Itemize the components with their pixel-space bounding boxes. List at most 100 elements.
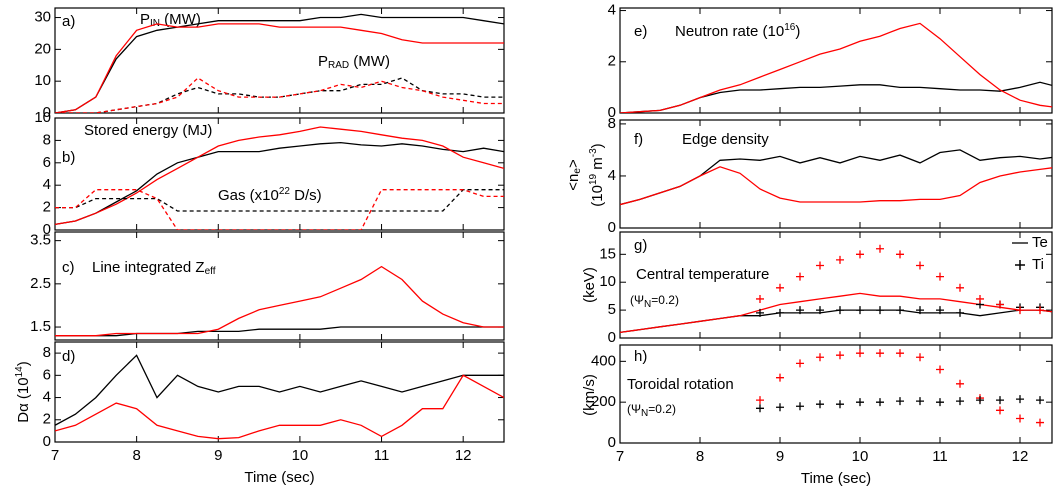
cross-marker (836, 400, 844, 409)
x-axis-title: Time (sec) (244, 469, 314, 486)
text-span: (10 (589, 185, 606, 207)
cross-marker (916, 261, 924, 270)
plot-frame (54, 117, 505, 231)
y-axis-title: (1019 m-3) (588, 143, 606, 206)
text-span: 16 (784, 22, 796, 33)
cross-marker (1036, 396, 1044, 405)
annotation: Stored energy (MJ) (84, 122, 212, 139)
annotation: Edge density (682, 131, 769, 148)
x-tick-label: 8 (132, 447, 140, 464)
y-axis-title: (km/s) (581, 374, 598, 416)
series-line (55, 265, 504, 337)
cross-marker (876, 244, 884, 253)
cross-marker (1036, 306, 1044, 315)
x-tick-label: 11 (932, 448, 948, 465)
y-tick-label: 2.5 (30, 275, 51, 292)
cross-marker (856, 398, 864, 407)
text-span: P (318, 53, 328, 70)
x-tick-label: 10 (292, 447, 309, 464)
legend-marker (1015, 260, 1025, 270)
y-tick-label: 8 (43, 131, 51, 148)
x-tick-label: 7 (51, 447, 59, 464)
legend-label: Ti (1032, 256, 1044, 273)
y-tick-label: 4 (43, 389, 51, 406)
plot-area (756, 349, 1044, 427)
text-span: ) (795, 23, 800, 40)
panel-label: g) (634, 237, 647, 254)
annotation: PRAD (MW) (318, 53, 390, 71)
cross-marker (1016, 306, 1024, 315)
text-span: 19 (588, 173, 599, 185)
x-tick-label: 9 (214, 447, 222, 464)
series-line (620, 81, 1052, 113)
panel: 0 2 4 6 8 7 8 9 10 11 12 Time (sec) d) Dα (1014) (14, 341, 505, 486)
cross-marker (756, 404, 764, 413)
text-span: (Ψ (627, 402, 641, 416)
annotation: Toroidal rotation (627, 376, 734, 393)
panel-label: b) (62, 149, 75, 166)
cross-marker (896, 397, 904, 406)
text-span: <n (565, 174, 582, 191)
text-span: Dα (10 (15, 377, 32, 422)
annotation: (ΨN=0.2) (627, 402, 676, 418)
y-axis-title: Dα (1014) (14, 361, 32, 422)
panel: 0 4 8 f) Edge density <ne> (1019 m-3) (565, 115, 1053, 236)
x-tick-label: 11 (374, 447, 390, 464)
series-line (620, 292, 1052, 334)
y-tick-label: 10 (599, 273, 616, 290)
cross-marker (1016, 395, 1024, 404)
y-tick-label: 0 (43, 221, 51, 238)
series-line (55, 354, 504, 426)
cross-marker (916, 306, 924, 315)
cross-marker (776, 308, 784, 317)
y-tick-label: 20 (34, 40, 51, 57)
cross-marker (756, 396, 764, 405)
panel-label: e) (634, 23, 647, 40)
text-span: N (641, 408, 648, 419)
cross-marker (1036, 418, 1044, 427)
x-tick-label: 8 (696, 448, 704, 465)
y-tick-label: 6 (43, 366, 51, 383)
x-tick-label: 9 (776, 448, 784, 465)
x-tick-label: 12 (455, 447, 472, 464)
plot-area (55, 354, 504, 440)
y-tick-label: 10 (34, 109, 51, 126)
series-line (620, 166, 1052, 206)
text-span: D/s) (290, 187, 322, 204)
text-span: m (589, 157, 606, 174)
cross-marker (956, 397, 964, 406)
cross-marker (976, 396, 984, 405)
text-span: 22 (279, 186, 291, 197)
cross-marker (996, 396, 1004, 405)
y-tick-label: 4 (608, 167, 616, 184)
text-span: (MW) (349, 53, 390, 70)
cross-marker (936, 272, 944, 281)
x-tick-label: 7 (616, 448, 624, 465)
series-line (55, 189, 504, 212)
cross-marker (936, 398, 944, 407)
plot-area (620, 22, 1052, 113)
annotation: Line integrated Zeff (92, 259, 216, 277)
series-line (55, 77, 504, 113)
y-tick-label: 2 (43, 411, 51, 428)
cross-marker (976, 294, 984, 303)
panel-label: h) (634, 348, 647, 365)
y-tick-label: 0 (608, 104, 616, 121)
cross-marker (956, 379, 964, 388)
cross-marker (796, 402, 804, 411)
y-tick-label: 0 (43, 433, 51, 450)
text-span: ) (15, 361, 32, 366)
text-span: RAD (328, 60, 349, 71)
panel-label: f) (634, 131, 643, 148)
y-tick-label: 2 (43, 199, 51, 216)
plot-frame (619, 231, 1053, 339)
series-line (55, 141, 504, 226)
text-span: Central temperature (636, 266, 769, 283)
cross-marker (876, 349, 884, 358)
cross-marker (776, 283, 784, 292)
annotation: (ΨN=0.2) (630, 293, 679, 309)
cross-marker (956, 283, 964, 292)
y-axis-title: (keV) (581, 267, 598, 303)
text-span: IN (150, 18, 160, 29)
panel: 0 2 4 e) Neutron rate (1016) (608, 2, 1053, 121)
